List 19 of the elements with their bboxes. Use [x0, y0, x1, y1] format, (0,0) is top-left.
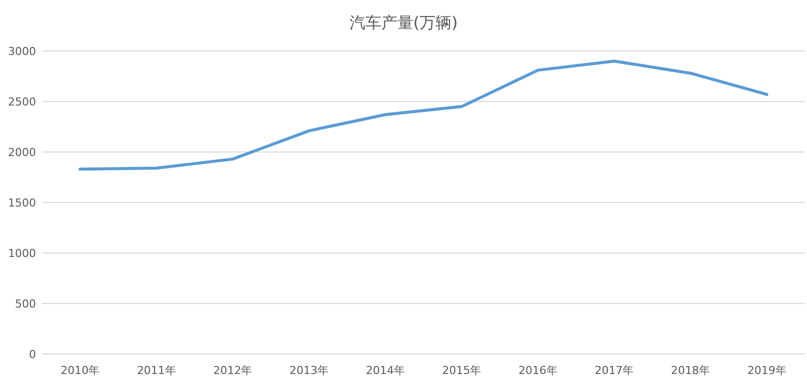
y-tick-label: 1000: [8, 247, 36, 260]
y-tick-label: 0: [29, 348, 36, 361]
x-tick-label: 2010年: [60, 364, 100, 377]
y-tick-label: 2500: [8, 96, 36, 108]
x-tick-label: 2011年: [136, 364, 176, 377]
x-tick-label: 2014年: [366, 364, 405, 377]
x-tick-label: 2015年: [442, 364, 482, 377]
x-tick-label: 2013年: [290, 364, 329, 377]
x-tick-label: 2018年: [671, 364, 710, 377]
line-series: [78, 60, 768, 171]
chart-title: 汽车产量(万辆): [349, 13, 458, 32]
y-tick-label: 1500: [8, 196, 36, 210]
y-tick-label: 500: [15, 298, 36, 310]
x-tick-label: 2016年: [518, 364, 558, 377]
x-tick-label: 2017年: [594, 364, 634, 377]
x-tick-label: 2012年: [213, 364, 252, 377]
y-tick-label: 3000: [8, 45, 36, 58]
x-tick-label: 2019年: [747, 364, 786, 377]
y-tick-label: 2000: [8, 146, 36, 159]
